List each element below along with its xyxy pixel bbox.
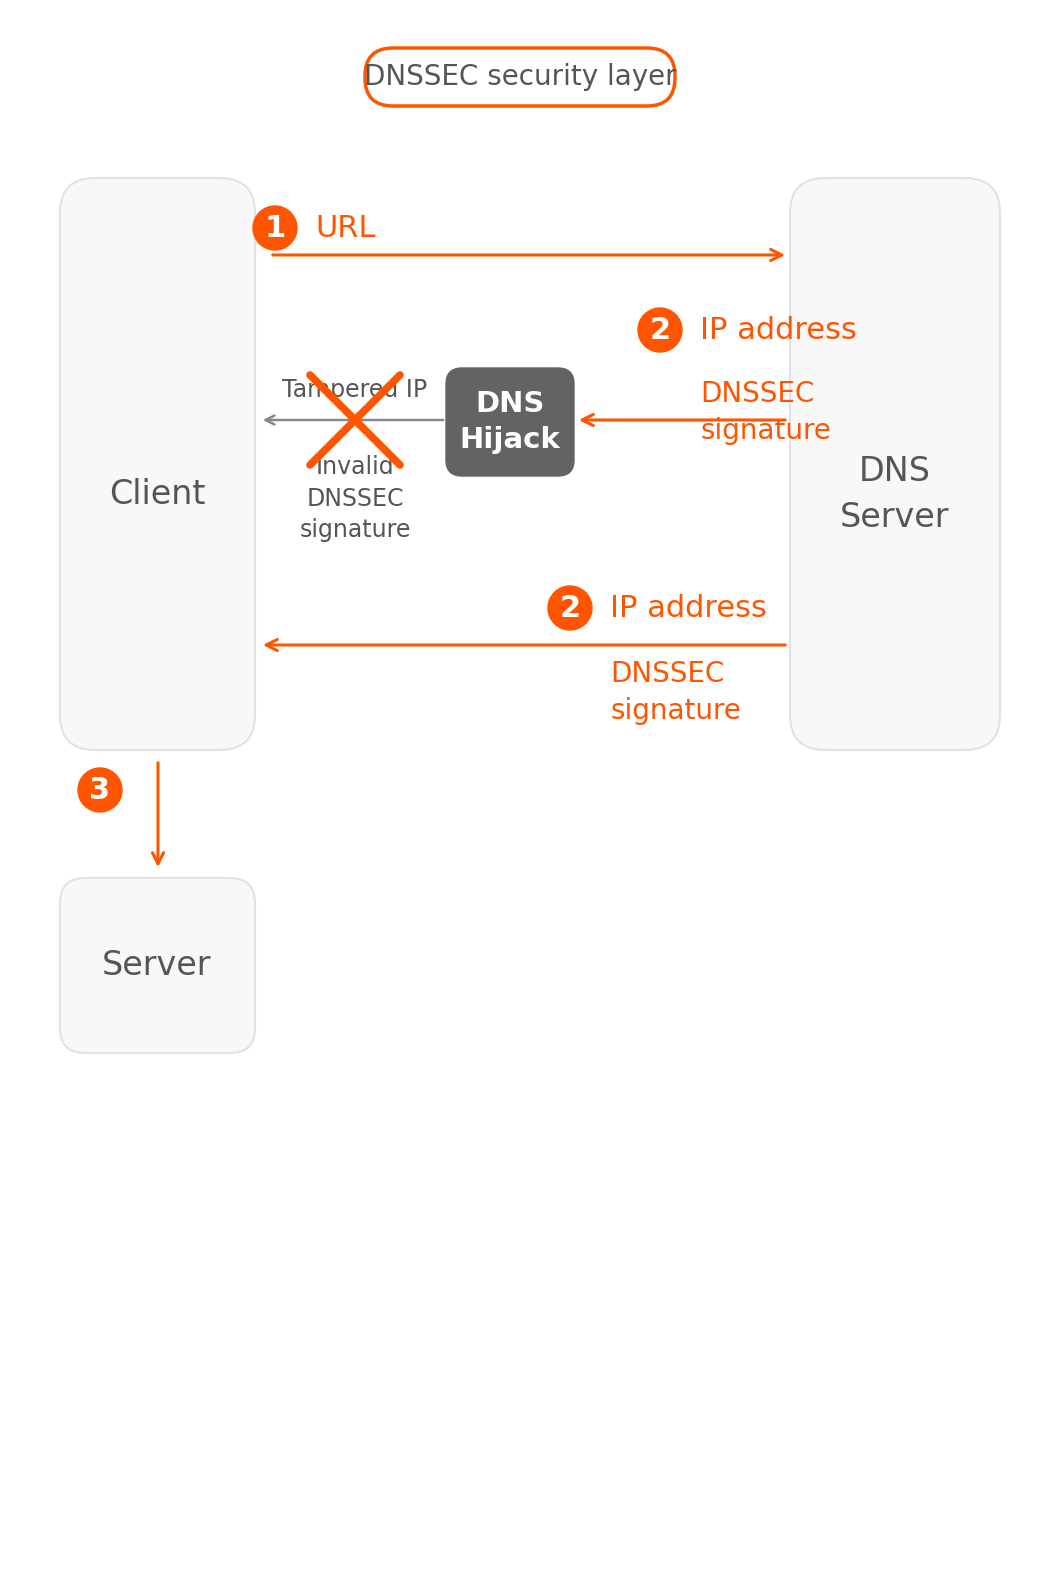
- Text: IP address: IP address: [700, 316, 857, 344]
- Text: Invalid
DNSSEC
signature: Invalid DNSSEC signature: [299, 454, 411, 543]
- Circle shape: [78, 768, 122, 813]
- Text: Tampered IP: Tampered IP: [282, 379, 427, 402]
- Text: 2: 2: [560, 593, 581, 622]
- Text: IP address: IP address: [610, 593, 766, 622]
- FancyBboxPatch shape: [446, 368, 574, 477]
- Circle shape: [253, 207, 297, 249]
- Text: DNSSEC
signature: DNSSEC signature: [700, 380, 831, 445]
- Text: Client: Client: [109, 478, 205, 511]
- Text: 2: 2: [650, 316, 671, 344]
- FancyBboxPatch shape: [365, 47, 675, 106]
- Circle shape: [548, 585, 592, 630]
- Text: DNSSEC security layer: DNSSEC security layer: [363, 63, 676, 92]
- Text: URL: URL: [315, 213, 376, 243]
- FancyBboxPatch shape: [60, 877, 255, 1053]
- FancyBboxPatch shape: [60, 178, 255, 750]
- Text: DNS
Server: DNS Server: [840, 454, 950, 533]
- Text: DNSSEC
signature: DNSSEC signature: [610, 660, 741, 724]
- Circle shape: [638, 308, 682, 352]
- Text: 1: 1: [265, 213, 286, 243]
- Text: DNS
Hijack: DNS Hijack: [460, 390, 561, 454]
- Text: 3: 3: [89, 775, 110, 805]
- Text: Server: Server: [102, 948, 212, 982]
- FancyBboxPatch shape: [790, 178, 1000, 750]
